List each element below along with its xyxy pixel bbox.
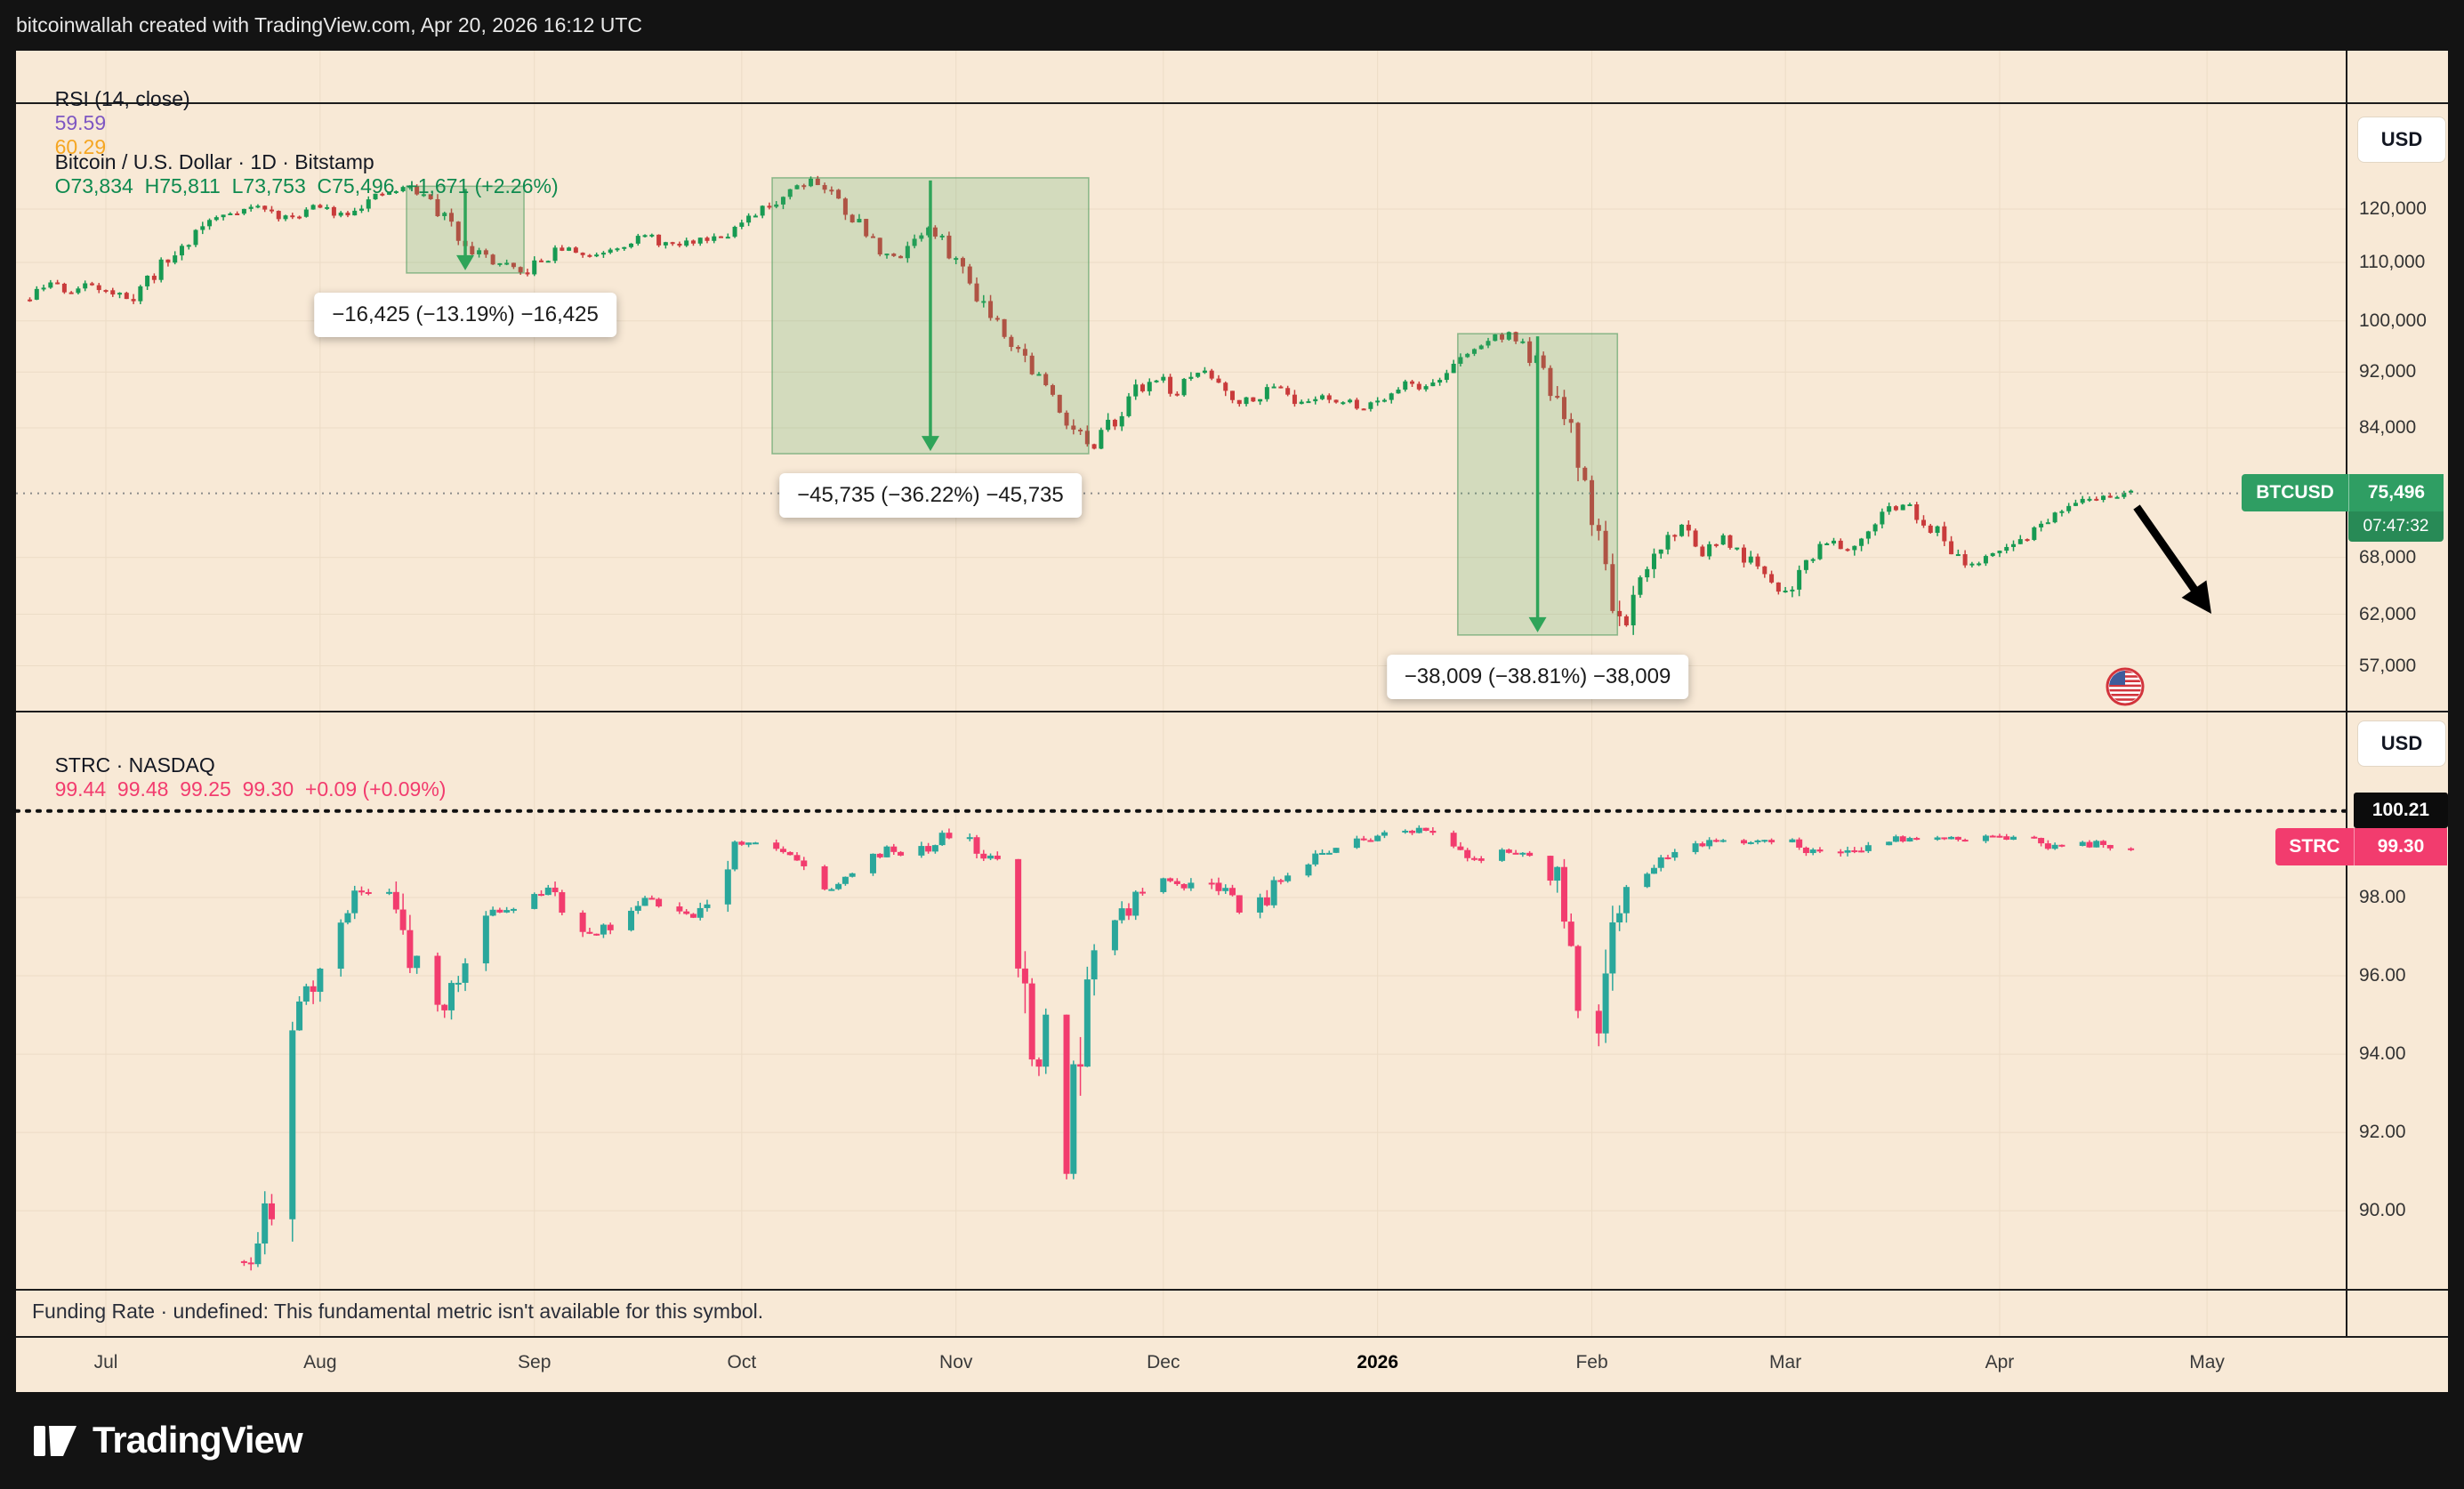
strc-upper-line-badge: 100.21 (2354, 793, 2448, 828)
attribution-bar: bitcoinwallah created with TradingView.c… (0, 0, 2464, 51)
rsi-value-2: 60.29 (54, 135, 107, 158)
btcusd-grid-horizontal (16, 208, 2347, 667)
strc-currency-button[interactable]: USD (2357, 720, 2446, 767)
btc-symbol-title: Bitcoin / U.S. Dollar · 1D · Bitstamp (54, 150, 374, 173)
us-flag-icon (2106, 667, 2145, 706)
strc-ohlc-values: 99.44 99.48 99.25 99.30 +0.09 (+0.09%) (54, 777, 447, 801)
btc-currency-button[interactable]: USD (2357, 117, 2446, 163)
strc-pane-header: STRC · NASDAQ 99.44 99.48 99.25 99.30 +0… (32, 729, 447, 825)
btc-badge-price: 75,496 (2348, 474, 2444, 511)
measurement-boxes (406, 177, 1619, 636)
btc-ohlc-values: O73,834 H75,811 L73,753 C75,496 +1,671 (… (54, 174, 559, 197)
rsi-value-1: 59.59 (54, 111, 107, 134)
chart-frame (16, 51, 2448, 1392)
tradingview-logo-icon (34, 1426, 76, 1456)
rsi-pane-header: RSI (14, close) 59.59 60.29 (32, 63, 203, 183)
strc-badge-price: 99.30 (2354, 828, 2447, 865)
strc-price-badge[interactable]: STRC 99.30 (2275, 828, 2447, 865)
tradingview-logo[interactable]: TradingView (32, 1417, 303, 1463)
strc-symbol-title: STRC · NASDAQ (54, 753, 215, 777)
attribution-text: bitcoinwallah created with TradingView.c… (16, 13, 643, 36)
btc-badge-countdown: 07:47:32 (2348, 511, 2444, 542)
btc-badge-symbol: BTCUSD (2242, 474, 2348, 511)
rsi-title: RSI (14, close) (54, 87, 190, 110)
strc-grid-horizontal (16, 897, 2347, 1211)
strc-candles (240, 825, 2135, 1271)
funding-rate-message: Funding Rate · undefined: This fundament… (32, 1300, 764, 1323)
btcusd-candles (28, 175, 2134, 635)
down-arrow-head (2181, 580, 2211, 614)
btc-price-badge[interactable]: BTCUSD 75,496 07:47:32 (2242, 474, 2444, 542)
pane-separators (16, 51, 2448, 1338)
tradingview-wordmark: TradingView (93, 1419, 303, 1461)
down-arrow-annotation (2133, 504, 2202, 599)
btc-pane-header: Bitcoin / U.S. Dollar · 1D · Bitstamp O7… (32, 126, 559, 222)
footer-bar: TradingView (0, 1392, 2464, 1489)
strc-badge-symbol: STRC (2275, 828, 2354, 865)
